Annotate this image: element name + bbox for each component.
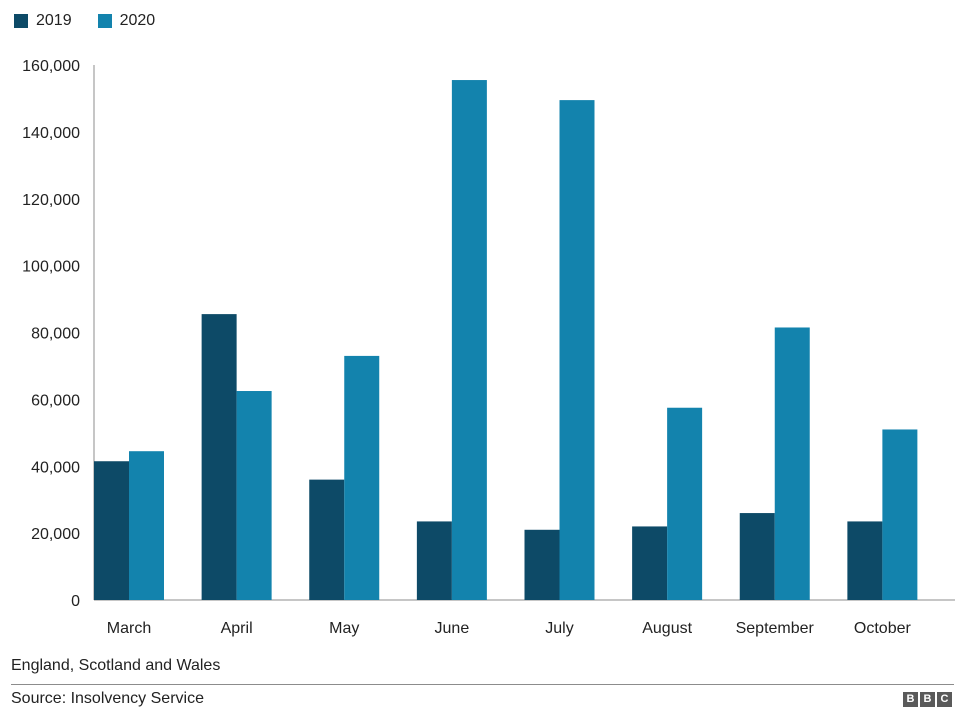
legend-swatch-2019 bbox=[14, 14, 28, 28]
x-tick-label: May bbox=[329, 620, 359, 637]
bar-2019-march bbox=[94, 461, 129, 600]
legend-label-2019: 2019 bbox=[36, 12, 72, 29]
y-tick-label: 40,000 bbox=[31, 459, 80, 476]
x-tick-label: September bbox=[736, 620, 815, 637]
bar-2020-june bbox=[451, 80, 487, 600]
legend-label-2020: 2020 bbox=[119, 12, 156, 29]
x-tick-label: March bbox=[107, 620, 151, 637]
bar-2019-october bbox=[847, 521, 883, 600]
bar-2019-april bbox=[201, 314, 237, 600]
x-tick-label: October bbox=[854, 620, 912, 637]
x-tick-label: June bbox=[435, 620, 470, 637]
y-tick-label: 60,000 bbox=[31, 392, 80, 409]
y-tick-label: 120,000 bbox=[22, 192, 80, 209]
logo-letter: B bbox=[920, 692, 935, 707]
chart-source: Source: Insolvency Service bbox=[11, 690, 204, 707]
bar-2020-september bbox=[774, 327, 810, 600]
y-tick-label: 160,000 bbox=[22, 58, 80, 75]
bar-2020-march bbox=[129, 451, 164, 600]
x-tick-label: August bbox=[642, 620, 692, 637]
footer-divider bbox=[11, 684, 954, 685]
y-tick-label: 0 bbox=[71, 593, 80, 610]
x-tick-label: July bbox=[545, 620, 573, 637]
logo-letter: C bbox=[937, 692, 952, 707]
chart-footnote: England, Scotland and Wales bbox=[11, 657, 221, 674]
bar-2019-july bbox=[524, 529, 560, 600]
bar-chart: 0 20,000 40,000 60,000 80,000 100,000 120,000 1… bbox=[22, 58, 955, 637]
bar-2019-august bbox=[632, 526, 668, 600]
legend-item-2020: 2020 bbox=[97, 12, 156, 30]
bar-2020-july bbox=[559, 100, 595, 600]
bbc-logo: B B C bbox=[903, 692, 952, 707]
legend-swatch-2020 bbox=[97, 14, 112, 28]
bar-2020-october bbox=[882, 429, 918, 600]
bar-2020-august bbox=[667, 407, 703, 600]
y-tick-label: 140,000 bbox=[22, 125, 80, 142]
y-tick-label: 100,000 bbox=[22, 259, 80, 276]
y-tick-label: 80,000 bbox=[31, 326, 80, 343]
bar-2020-may bbox=[344, 355, 380, 600]
x-tick-label: April bbox=[221, 620, 253, 637]
bar-2019-june bbox=[416, 521, 452, 600]
bar-2019-september bbox=[739, 513, 775, 600]
bar-2020-april bbox=[236, 391, 272, 600]
bar-2019-may bbox=[309, 479, 345, 600]
legend-item-2019: 2019 bbox=[14, 12, 72, 30]
y-tick-label: 20,000 bbox=[31, 526, 80, 543]
logo-letter: B bbox=[903, 692, 918, 707]
chart-legend: 2019 2020 bbox=[14, 12, 155, 30]
